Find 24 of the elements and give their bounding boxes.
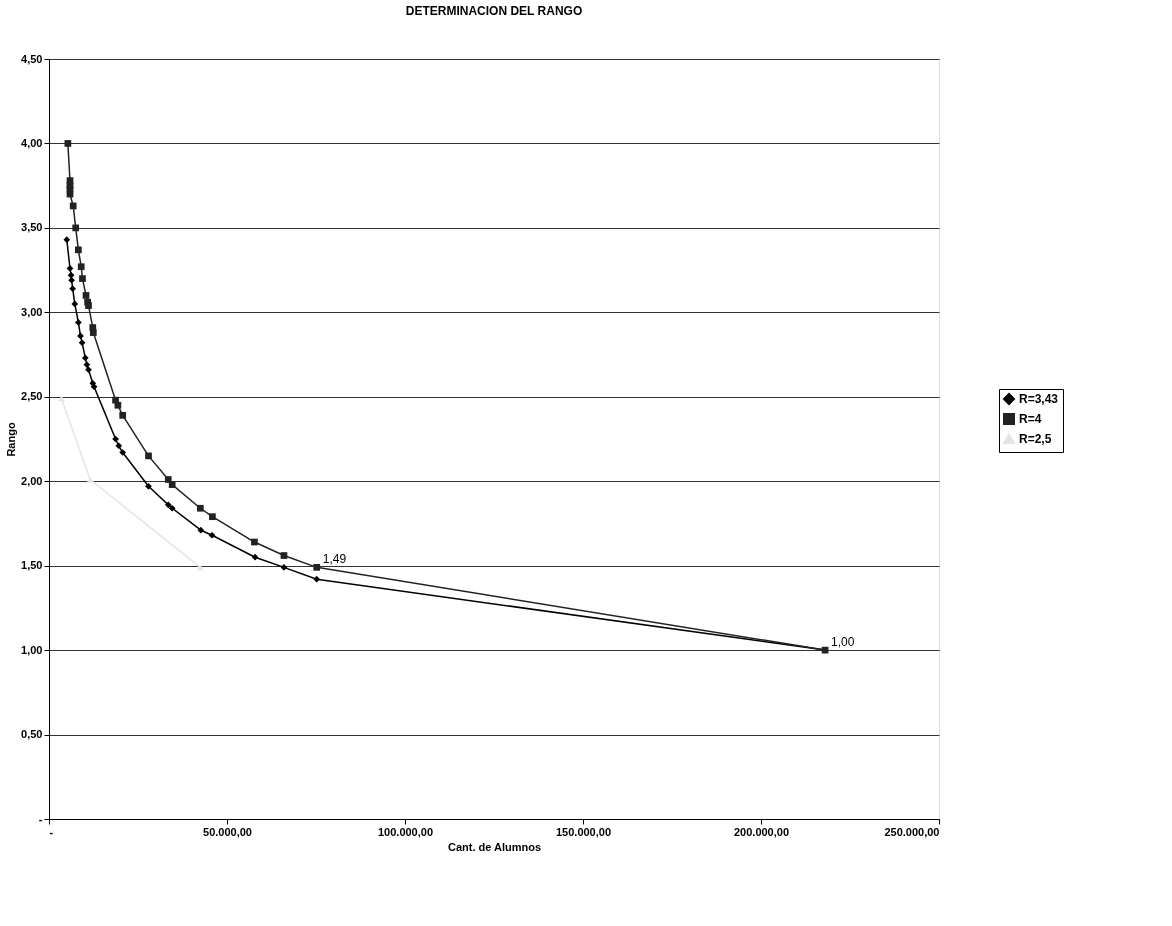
chart-title: DETERMINACION DEL RANGO: [405, 4, 583, 18]
y-tick-label: 2,50: [21, 390, 43, 403]
legend-label: R=3,43: [1019, 392, 1059, 406]
y-tick-label: 4,00: [21, 136, 43, 149]
annotation: 1,00: [831, 635, 855, 650]
y-axis-title: Rango: [5, 422, 18, 457]
x-tick-label: 50.000,00: [203, 825, 252, 838]
x-tick-label: -: [49, 825, 54, 838]
y-tick-label: 3,00: [21, 305, 43, 318]
legend-label: R=2,5: [1019, 432, 1052, 446]
y-tick-label: 0,50: [21, 728, 43, 741]
y-tick-label: 2,00: [21, 474, 43, 487]
x-tick-label: 100.000,00: [377, 825, 434, 838]
x-tick-label: 250.000,00: [884, 825, 940, 838]
y-tick-label: 4,50: [21, 52, 43, 65]
x-tick-label: 200.000,00: [733, 825, 790, 838]
y-tick-label: -: [38, 812, 43, 825]
y-tick-label: 3,50: [21, 221, 43, 234]
y-tick-label: 1,00: [21, 643, 43, 656]
legend-label: R=4: [1019, 412, 1042, 426]
annotation: 1,49: [322, 552, 347, 567]
x-axis-title: Cant. de Alumnos: [447, 840, 542, 853]
x-tick-label: 150.000,00: [555, 825, 612, 838]
y-tick-label: 1,50: [21, 559, 43, 572]
